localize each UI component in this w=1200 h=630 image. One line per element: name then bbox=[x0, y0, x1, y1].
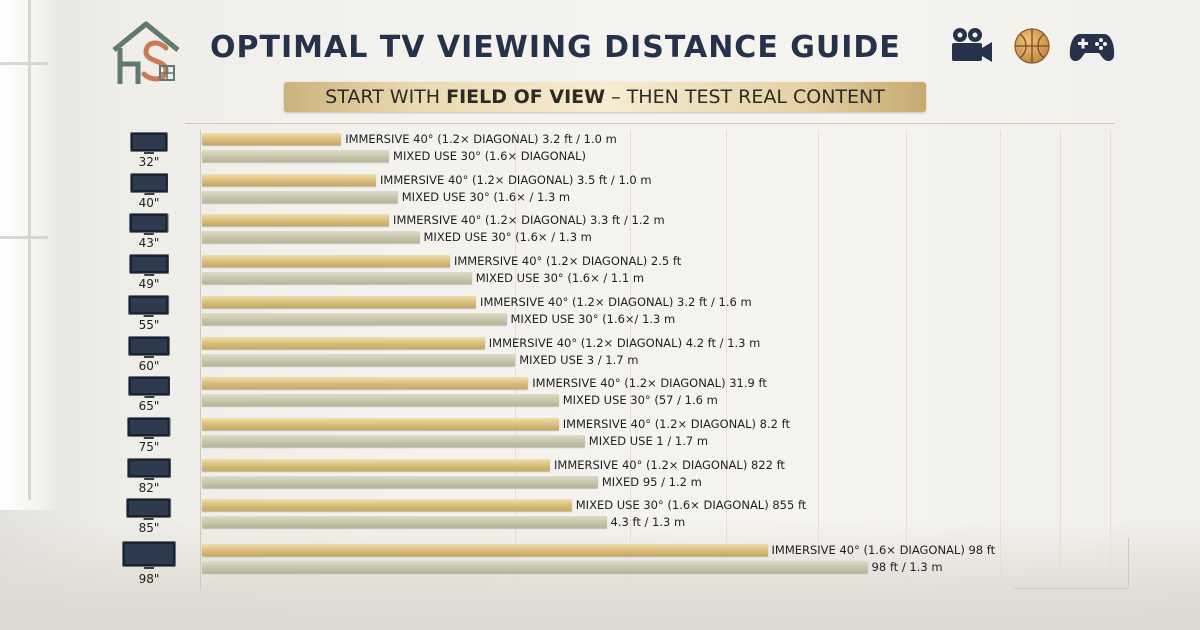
bar-data-label: IMMERSIVE 40° (1.2× DIAGONAL) 8.2 ft bbox=[562, 416, 790, 431]
bar-data-label: IMMERSIVE 40° (1.2× DIAGONAL) 3.5 ft / 1… bbox=[380, 172, 652, 187]
bar-data-label: 98 ft / 1.3 m bbox=[871, 560, 943, 574]
mixed-use-bar bbox=[202, 434, 585, 447]
window-frame bbox=[28, 0, 31, 500]
bar-data-label: IMMERSIVE 40° (1.2× DIAGONAL) 2.5 ft bbox=[453, 254, 682, 269]
chart-gridline bbox=[906, 130, 907, 590]
bar-data-label: IMMERSIVE 40° (1.2× DIAGONAL) 4.2 ft / 1… bbox=[488, 335, 761, 350]
mixed-use-bar bbox=[202, 312, 507, 325]
tv-icon bbox=[126, 457, 172, 480]
mixed-use-bar bbox=[202, 272, 472, 285]
tv-icon bbox=[126, 498, 172, 521]
tv-icon bbox=[127, 376, 171, 399]
immersive-bar bbox=[202, 255, 450, 268]
mixed-use-bar bbox=[202, 394, 559, 407]
corner-mark bbox=[1128, 538, 1129, 588]
tv-icon bbox=[129, 213, 169, 236]
header-divider bbox=[185, 123, 1115, 124]
window-frame bbox=[0, 236, 48, 239]
page-title: OPTIMAL TV VIEWING DISTANCE GUIDE bbox=[210, 30, 901, 65]
tv-size-label: 60" bbox=[138, 358, 160, 373]
tv-size-label: 82" bbox=[138, 480, 160, 495]
immersive-bar bbox=[202, 417, 559, 430]
bar-data-label: MIXED USE 30° (1.6×/ 1.3 m bbox=[510, 311, 676, 326]
chart-gridline bbox=[515, 130, 516, 590]
tv-size-label: 65" bbox=[138, 399, 160, 414]
mixed-use-bar bbox=[202, 516, 607, 529]
immersive-bar bbox=[202, 336, 485, 349]
bar-data-label: MIXED USE 30° (1.6× DIAGONAL) bbox=[393, 149, 586, 163]
tv-icon bbox=[130, 132, 168, 154]
mixed-use-bar bbox=[202, 475, 598, 488]
chart-gridline bbox=[1000, 130, 1001, 590]
window-frame bbox=[0, 62, 48, 65]
mixed-use-bar bbox=[202, 190, 398, 203]
bar-data-label: IMMERSIVE 40° (1.2× DIAGONAL) 3.2 ft / 1… bbox=[480, 294, 752, 309]
tv-icon bbox=[128, 254, 170, 277]
bar-data-label: IMMERSIVE 40° (1.2× DIAGONAL) 822 ft bbox=[554, 457, 785, 472]
bar-data-label: MIXED USE 3 / 1.7 m bbox=[519, 352, 639, 367]
chart-gridline bbox=[1060, 130, 1061, 590]
bar-data-label: MIXED USE 30° (1.6× / 1.3 m bbox=[423, 230, 592, 245]
immersive-bar bbox=[202, 173, 376, 186]
bar-data-label: IMMERSIVE 40° (1.2× DIAGONAL) 3.3 ft / 1… bbox=[393, 213, 665, 228]
tv-size-label: 49" bbox=[138, 277, 160, 292]
bar-data-label: IMMERSIVE 40° (1.2× DIAGONAL) 3.2 ft / 1… bbox=[345, 132, 617, 146]
bar-data-label: MIXED USE 30° (1.6× / 1.1 m bbox=[475, 271, 645, 286]
subtitle-banner: START WITH FIELD OF VIEW – THEN TEST REA… bbox=[284, 82, 926, 112]
hs-house-logo-icon bbox=[112, 21, 180, 84]
tv-icon bbox=[129, 172, 169, 195]
banner-suffix: – THEN TEST REAL CONTENT bbox=[605, 86, 885, 108]
movie-camera-icon bbox=[952, 28, 992, 62]
tv-icon bbox=[127, 416, 171, 439]
bar-data-label: MIXED USE 1 / 1.7 m bbox=[588, 433, 709, 448]
immersive-bar bbox=[202, 499, 572, 512]
chart-gridline bbox=[726, 130, 727, 590]
immersive-bar bbox=[202, 295, 477, 308]
bar-data-label: IMMERSIVE 40° (1.2× DIAGONAL) 31.9 ft bbox=[532, 376, 767, 391]
basketball-icon bbox=[1014, 28, 1050, 64]
tv-size-label: 43" bbox=[138, 236, 160, 251]
bar-data-label: IMMERSIVE 40° (1.6× DIAGONAL) 98 ft bbox=[771, 543, 996, 557]
tv-size-label: 75" bbox=[138, 439, 160, 454]
bar-data-label: MIXED 95 / 1.2 m bbox=[601, 474, 702, 489]
tv-icon bbox=[128, 294, 170, 317]
bar-data-label: MIXED USE 30° (1.6× DIAGONAL) 855 ft bbox=[575, 498, 807, 513]
mixed-use-bar bbox=[202, 150, 390, 162]
chart-axis-line bbox=[200, 130, 201, 590]
tv-size-label: 55" bbox=[138, 317, 160, 332]
tv-size-label: 40" bbox=[138, 195, 160, 210]
immersive-bar bbox=[202, 458, 550, 471]
gamepad-icon bbox=[1069, 34, 1115, 62]
immersive-bar bbox=[202, 214, 390, 227]
tv-icon bbox=[122, 541, 176, 569]
bar-data-label: MIXED USE 30° (1.6× / 1.3 m bbox=[401, 189, 571, 204]
tv-icon bbox=[128, 335, 170, 358]
tv-size-label: 32" bbox=[138, 155, 160, 169]
bar-data-label: MIXED USE 30° (57 / 1.6 m bbox=[562, 393, 718, 408]
mixed-use-bar bbox=[202, 561, 868, 573]
chart-gridline bbox=[1110, 130, 1111, 590]
banner-prefix: START WITH bbox=[325, 86, 447, 108]
tv-size-label: 98" bbox=[138, 572, 160, 586]
mixed-use-bar bbox=[202, 231, 420, 244]
floor bbox=[0, 520, 1200, 630]
banner-emphasis: FIELD OF VIEW bbox=[446, 86, 606, 108]
chart-gridline bbox=[818, 130, 819, 590]
chart-gridline bbox=[630, 130, 631, 590]
immersive-bar bbox=[202, 544, 768, 556]
bar-data-label: 4.3 ft / 1.3 m bbox=[610, 515, 686, 530]
mixed-use-bar bbox=[202, 353, 516, 366]
immersive-bar bbox=[202, 377, 529, 390]
corner-mark bbox=[1014, 588, 1128, 589]
tv-size-label: 85" bbox=[138, 521, 160, 536]
immersive-bar bbox=[202, 133, 342, 145]
